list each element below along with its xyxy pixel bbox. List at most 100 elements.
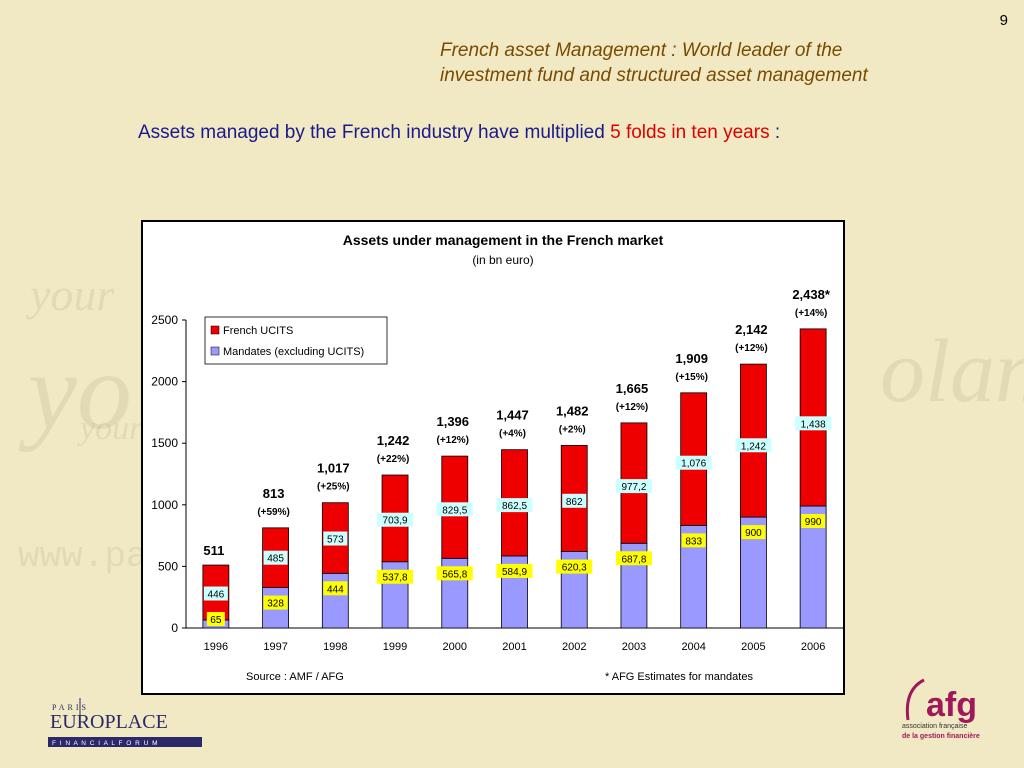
x-tick-label: 1997 — [263, 641, 287, 653]
ucits-value-label: 485 — [267, 554, 284, 565]
x-tick-label: 2000 — [443, 641, 467, 653]
ucits-value-label: 1,242 — [741, 441, 766, 452]
europlace-main-text: EUROPLACE — [50, 711, 168, 733]
afg-sub-text-2: de la gestion financière — [902, 733, 980, 740]
growth-label: (+14%) — [795, 308, 828, 319]
mandates-label-bg — [263, 595, 288, 610]
total-label: 1,017 — [317, 461, 350, 476]
y-tick-label: 500 — [158, 559, 178, 573]
x-tick-label: 1996 — [204, 641, 228, 653]
background-watermark: yo — [28, 330, 132, 452]
mandates-value-label: 833 — [685, 536, 702, 547]
mandates-value-label: 990 — [805, 517, 822, 528]
mandates-label-bg — [741, 525, 766, 540]
slide-number: 9 — [999, 12, 1008, 29]
total-label: 1,665 — [616, 381, 649, 396]
growth-label: (+22%) — [377, 454, 410, 465]
afg-logo-graphic: afg association française de la gestion … — [902, 678, 980, 740]
afg-main-text: afg — [926, 686, 977, 724]
ucits-value-label: 829,5 — [442, 505, 467, 516]
ucits-value-label: 862,5 — [502, 501, 527, 512]
x-tick-label: 2004 — [681, 641, 705, 653]
growth-label: (+15%) — [675, 372, 708, 383]
y-tick-label: 1000 — [151, 498, 178, 512]
ucits-label-bg — [615, 479, 652, 494]
growth-label: (+59%) — [257, 507, 290, 518]
ucits-label-bg — [735, 438, 772, 453]
page-title: French asset Management : World leader o… — [440, 38, 1000, 88]
mandates-value-label: 328 — [267, 599, 284, 610]
mandates-value-label: 565,8 — [442, 569, 467, 580]
chart-container: Assets under management in the French ma… — [141, 220, 845, 695]
mandates-label-bg — [496, 563, 533, 578]
legend-box — [204, 316, 388, 365]
growth-label: (+2%) — [559, 424, 586, 435]
x-tick-label: 2002 — [562, 641, 586, 653]
europlace-logo-graphic: PARIS EUROPLACE F I N A N C I A L F O R … — [48, 698, 202, 747]
europlace-small-text: PARIS — [52, 703, 89, 712]
mandates-label-bg — [377, 569, 414, 584]
mandates-label-bg — [436, 566, 473, 581]
mandates-label-bg — [556, 559, 593, 574]
ucits-label-bg — [675, 455, 712, 470]
x-tick-label: 2006 — [801, 641, 825, 653]
mandates-label-bg — [206, 612, 225, 626]
intro-suffix: : — [769, 122, 781, 143]
ucits-value-label: 977,2 — [621, 482, 646, 493]
ucits-label-bg — [436, 502, 473, 517]
ucits-label-bg — [323, 531, 348, 546]
intro-lead: Assets managed by the French industry ha… — [138, 122, 605, 143]
mandates-value-label: 900 — [745, 528, 762, 539]
europlace-logo: PARIS EUROPLACE F I N A N C I A L F O R … — [48, 696, 208, 755]
mandates-label-bg — [681, 533, 706, 548]
total-label: 813 — [263, 486, 285, 501]
x-tick-label: 2005 — [741, 641, 765, 653]
ucits-label-bg — [496, 498, 533, 513]
ucits-value-label: 703,9 — [383, 516, 408, 527]
chart-title: Assets under management in the French ma… — [343, 232, 664, 248]
legend-label-ucits: French UCITS — [223, 325, 293, 337]
growth-label: (+4%) — [499, 429, 526, 440]
total-label: 1,447 — [496, 408, 529, 423]
intro-highlight: 5 folds in ten years — [610, 122, 770, 143]
legend-swatch-ucits — [210, 325, 220, 335]
growth-label: (+25%) — [317, 482, 350, 493]
total-label: 1,482 — [556, 403, 589, 418]
ucits-label-bg — [562, 493, 587, 508]
x-tick-label: 1999 — [383, 641, 407, 653]
ucits-label-bg — [203, 586, 228, 601]
ucits-value-label: 1,076 — [681, 459, 706, 470]
title-line-2: investment fund and structured asset man… — [440, 65, 868, 86]
afg-logo: afg association française de la gestion … — [896, 676, 1006, 749]
total-label: 1,396 — [436, 414, 469, 429]
total-label: 1,242 — [377, 433, 410, 448]
mandates-value-label: 65 — [210, 615, 222, 626]
background-watermark: your — [30, 269, 115, 320]
mandates-value-label: 537,8 — [383, 573, 408, 584]
intro-text: Assets managed by the French industry ha… — [138, 122, 780, 144]
title-line-1: French asset Management : World leader o… — [440, 40, 843, 61]
y-tick-label: 0 — [171, 621, 178, 635]
afg-sub-text-1: association française — [902, 723, 967, 730]
ucits-value-label: 573 — [327, 535, 344, 546]
mandates-value-label: 444 — [327, 584, 344, 595]
total-label: 2,438* — [792, 287, 831, 302]
background-watermark: olan — [880, 322, 1024, 421]
ucits-value-label: 446 — [208, 590, 225, 601]
mandates-label-bg — [615, 551, 652, 566]
growth-label: (+12%) — [616, 402, 649, 413]
growth-label: (+12%) — [437, 435, 470, 446]
legend-label-mandates: Mandates (excluding UCITS) — [223, 346, 364, 358]
x-tick-label: 1998 — [323, 641, 347, 653]
x-tick-label: 2003 — [622, 641, 646, 653]
chart-subtitle: (in bn euro) — [472, 253, 533, 267]
ucits-label-bg — [377, 512, 414, 527]
stacked-bar-chart: Assets under management in the French ma… — [151, 232, 843, 683]
background-watermark: www.pa — [18, 536, 148, 577]
mandates-value-label: 584,9 — [502, 567, 527, 578]
y-tick-label: 1500 — [151, 436, 178, 450]
total-label: 2,142 — [735, 322, 768, 337]
mandates-label-bg — [801, 514, 826, 529]
y-tick-label: 2500 — [151, 313, 178, 327]
mandates-value-label: 620,3 — [562, 563, 587, 574]
